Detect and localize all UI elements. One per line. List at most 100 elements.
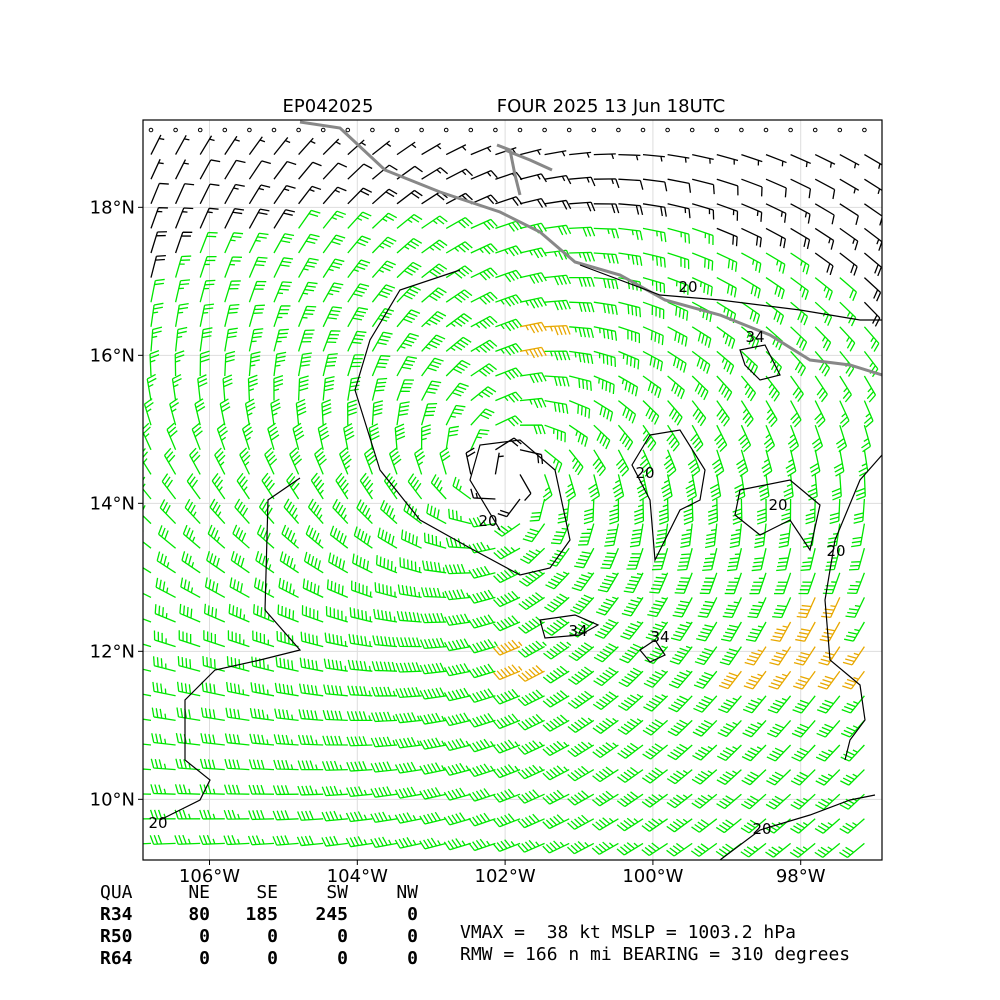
wind-barb xyxy=(468,712,496,728)
wind-barb xyxy=(371,212,398,229)
wind-barb xyxy=(791,719,816,738)
wind-barb xyxy=(150,158,164,180)
table-cell: 0 xyxy=(337,926,348,947)
wind-barb xyxy=(248,280,267,303)
wind-barb xyxy=(847,572,866,595)
wind-barb xyxy=(716,793,742,810)
wind-barb xyxy=(443,687,471,702)
wind-barb xyxy=(322,282,344,303)
wind-barb xyxy=(765,301,785,325)
wind-barb xyxy=(420,612,447,624)
wind-barb xyxy=(542,714,570,732)
wind-barb xyxy=(297,785,324,796)
wind-barb xyxy=(790,326,808,351)
wind-barb xyxy=(345,811,373,823)
wind-barb xyxy=(143,618,152,623)
wind-barb xyxy=(666,818,693,833)
wind-barb xyxy=(279,551,299,574)
wind-barb xyxy=(593,301,618,315)
wind-barb xyxy=(470,170,498,180)
wind-barb xyxy=(544,199,572,210)
wind-barb xyxy=(445,168,473,180)
wind-barb xyxy=(642,350,664,372)
wind-barb xyxy=(182,524,201,549)
wind-barb xyxy=(691,301,713,323)
wind-barb xyxy=(347,376,361,401)
wind-barb xyxy=(198,834,225,845)
wind-barb xyxy=(765,178,787,198)
wind-barb xyxy=(667,276,689,295)
wind-barb xyxy=(690,424,704,452)
wind-barb xyxy=(396,213,423,229)
wind-barb xyxy=(593,667,619,687)
wind-barb xyxy=(839,400,850,428)
wind-barb xyxy=(691,252,714,271)
wind-barb xyxy=(468,663,496,679)
wind-barb xyxy=(756,498,767,525)
wind-barb xyxy=(542,789,570,805)
wind-barb xyxy=(774,572,792,595)
wind-barb xyxy=(273,233,295,254)
wind-barb xyxy=(163,447,177,475)
wind-barb xyxy=(194,398,206,426)
wind-barb xyxy=(715,842,742,858)
wind-barb xyxy=(839,818,865,834)
wind-barb xyxy=(394,812,422,824)
wind-barb xyxy=(645,621,669,641)
wind-barb xyxy=(853,498,866,524)
wind-barb xyxy=(642,153,665,162)
wind-barb xyxy=(592,691,619,710)
wind-barb xyxy=(747,597,767,619)
wind-barb xyxy=(709,474,722,502)
wind-barb xyxy=(863,375,877,403)
table-cell: 245 xyxy=(315,904,348,925)
wind-barb xyxy=(396,637,422,648)
wind-barb xyxy=(445,289,473,303)
wind-barb xyxy=(239,447,251,475)
calm-marker xyxy=(739,127,744,133)
wind-barb xyxy=(765,793,792,810)
wind-barb xyxy=(203,603,226,623)
wind-barb xyxy=(143,818,152,820)
wind-barb xyxy=(199,327,213,352)
wind-barb xyxy=(143,718,152,722)
wind-barb xyxy=(818,646,841,666)
wind-barb xyxy=(317,422,330,450)
wind-barb xyxy=(224,758,250,771)
wind-barb xyxy=(814,203,835,225)
wind-barb xyxy=(814,375,828,403)
wind-barb xyxy=(465,447,476,475)
wind-barb xyxy=(814,842,841,858)
contour-label: 34 xyxy=(568,622,587,640)
wind-barb xyxy=(839,203,859,226)
wind-barb xyxy=(273,185,296,205)
wind-barb xyxy=(522,523,546,543)
wind-barb xyxy=(252,630,275,648)
lake-shore xyxy=(496,143,553,196)
wind-barb xyxy=(199,350,210,377)
wind-barb xyxy=(567,690,595,709)
wind-barb xyxy=(445,359,471,377)
calm-marker xyxy=(616,127,621,133)
wind-barb xyxy=(443,812,471,826)
wind-barb xyxy=(800,548,816,572)
wind-barb xyxy=(326,579,349,598)
wind-barb xyxy=(248,208,270,229)
wind-barb xyxy=(543,641,572,660)
wind-barb xyxy=(175,758,201,771)
wind-barb xyxy=(298,233,320,254)
wind-barb xyxy=(557,498,570,524)
wind-barb xyxy=(223,809,250,820)
wind-barb xyxy=(370,836,398,849)
wind-barb xyxy=(618,178,644,190)
wind-barb xyxy=(214,447,226,475)
wind-barb xyxy=(207,524,226,549)
wind-barb xyxy=(542,765,570,781)
wind-barb xyxy=(691,326,712,348)
wind-barb xyxy=(593,424,611,450)
wind-barb xyxy=(666,842,693,857)
calm-marker xyxy=(345,127,351,133)
wind-barb xyxy=(470,429,490,451)
wind-barb xyxy=(181,551,201,574)
wind-barb xyxy=(848,548,866,571)
